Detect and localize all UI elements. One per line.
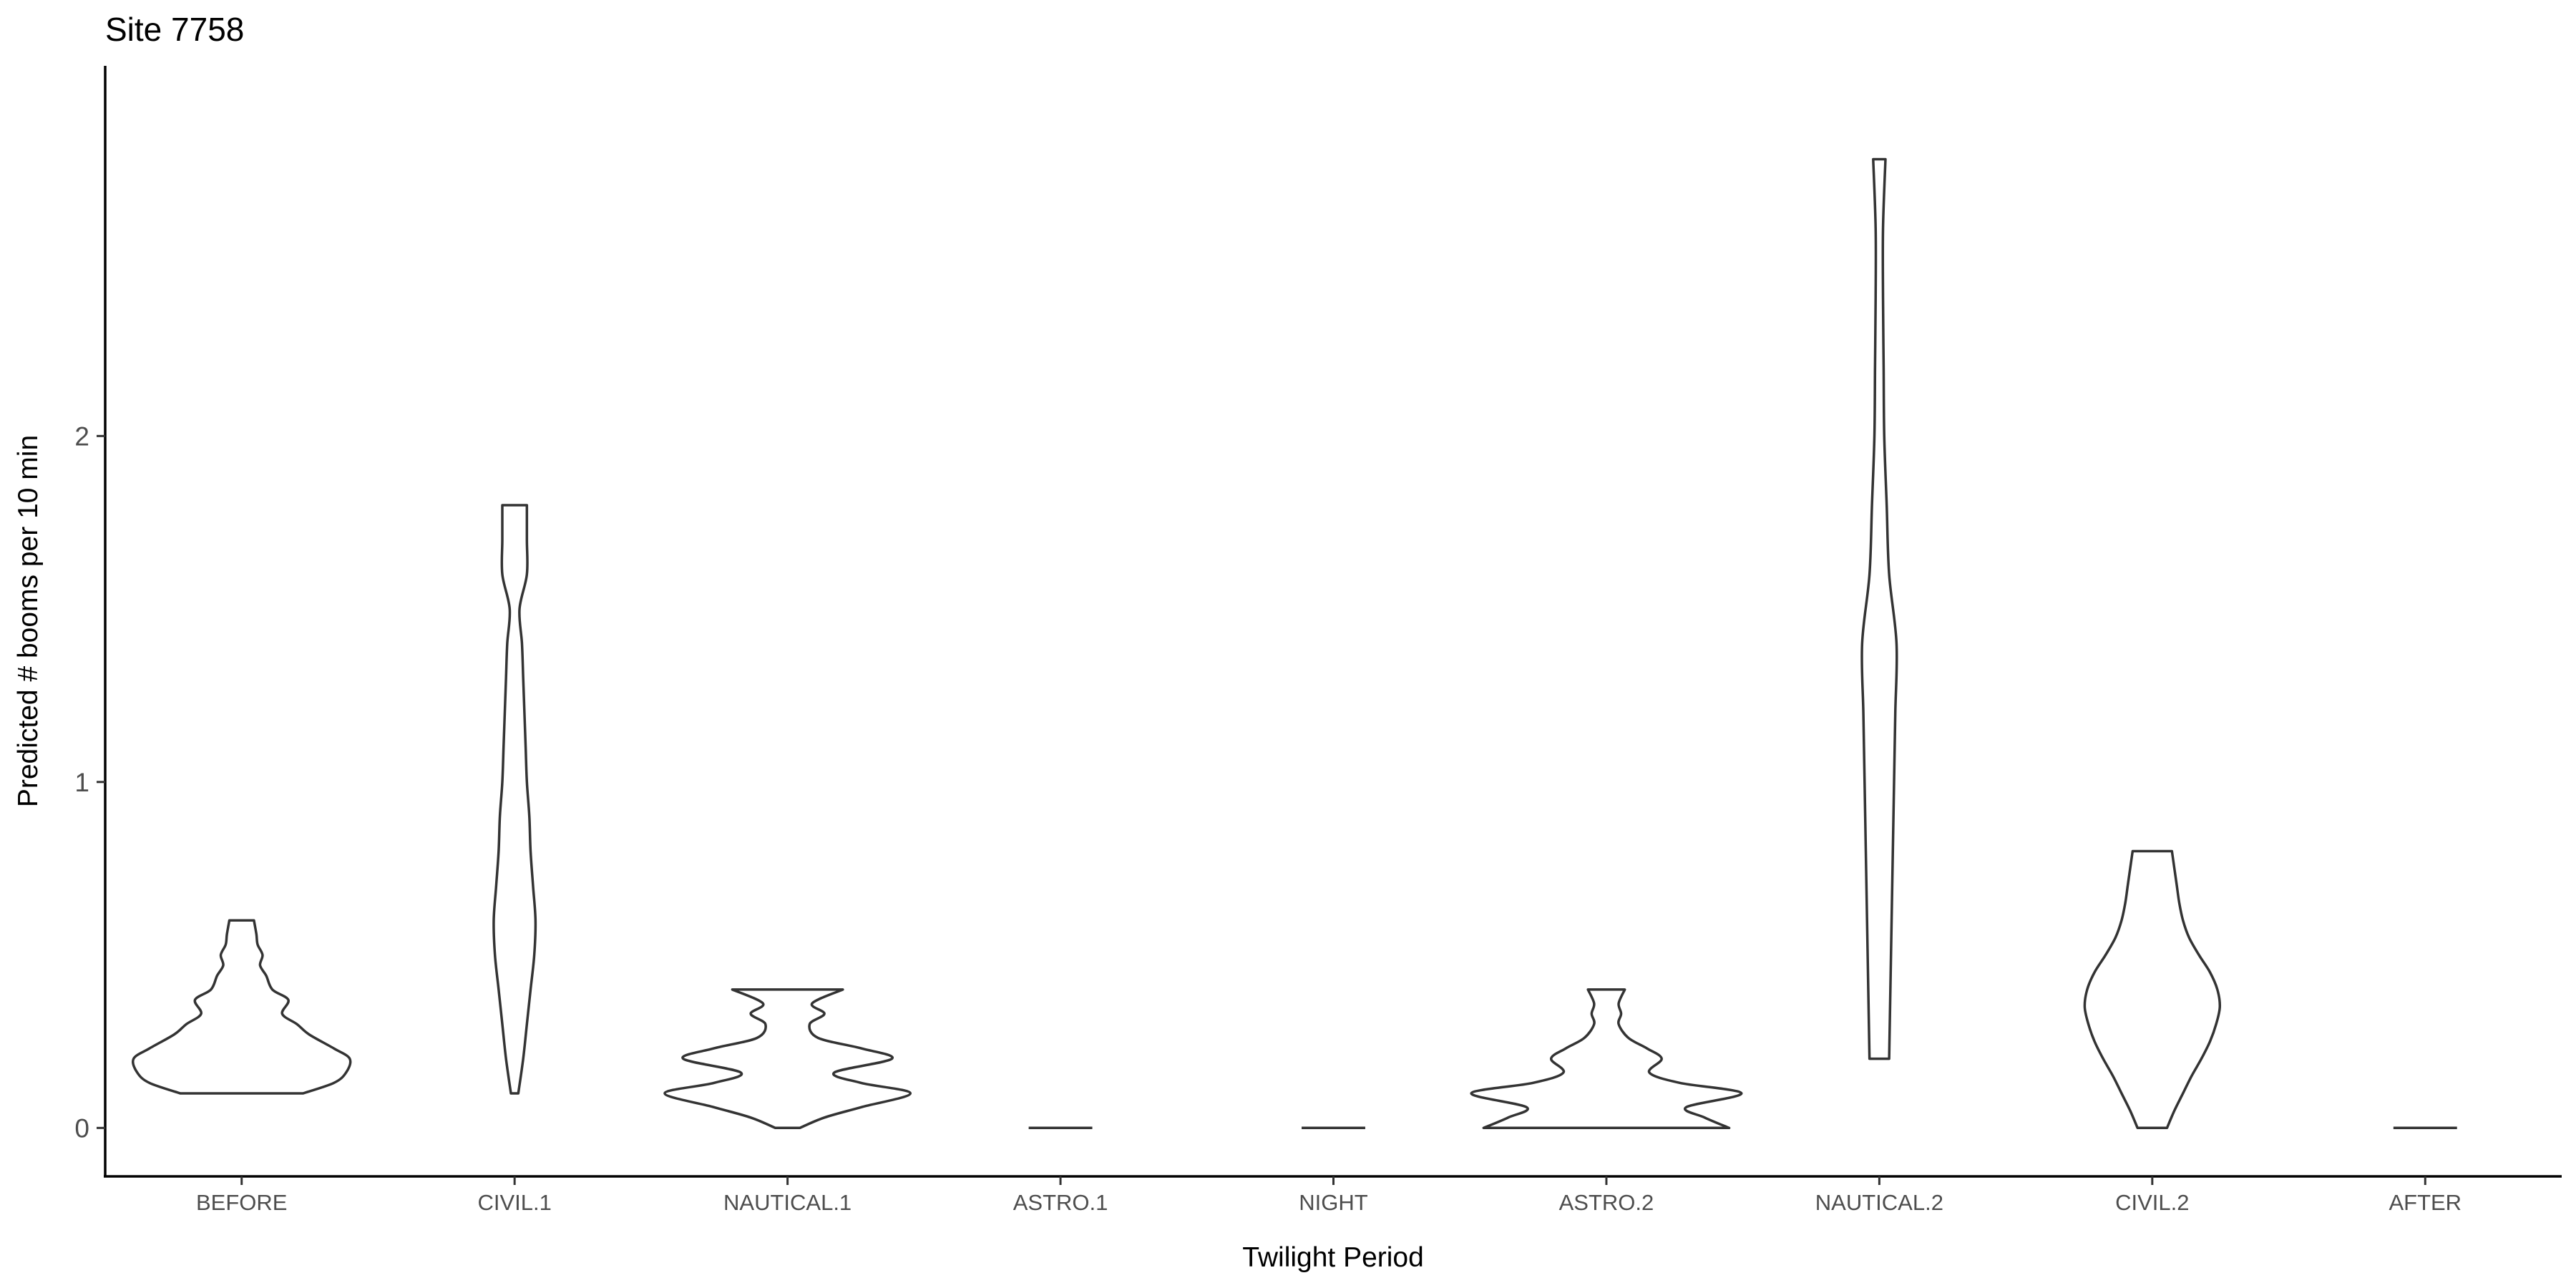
violin-layer (131, 157, 2457, 1130)
x-tick-label: ASTRO.2 (1559, 1190, 1654, 1215)
x-tick-label: CIVIL.1 (477, 1190, 551, 1215)
violin-civil-1 (492, 504, 537, 1095)
y-axis-ticks: 0 1 2 (74, 421, 105, 1143)
violin-nautical-2 (1860, 157, 1898, 1060)
violin-before (131, 919, 352, 1095)
x-tick-label: CIVIL.2 (2115, 1190, 2189, 1215)
x-tick-label: NIGHT (1299, 1190, 1368, 1215)
x-axis-ticks: BEFORE CIVIL.1 NAUTICAL.1 ASTRO.1 NIGHT ASTRO… (196, 1176, 2462, 1215)
x-tick-label: BEFORE (196, 1190, 287, 1215)
y-tick-label: 2 (74, 421, 89, 451)
x-tick-label: NAUTICAL.1 (723, 1190, 852, 1215)
x-tick-label: ASTRO.1 (1013, 1190, 1108, 1215)
y-tick-label: 0 (74, 1113, 89, 1143)
y-tick-label: 1 (74, 768, 89, 797)
y-axis-title: Predicted # booms per 10 min (13, 435, 44, 807)
violin-astro-2 (1470, 988, 1743, 1130)
violin-nautical-1 (663, 988, 912, 1130)
x-tick-label: NAUTICAL.2 (1815, 1190, 1943, 1215)
violin-civil-2 (2083, 849, 2222, 1130)
x-axis-title: Twilight Period (1242, 1242, 1424, 1273)
x-tick-label: AFTER (2389, 1190, 2462, 1215)
chart-title: Site 7758 (105, 11, 244, 48)
